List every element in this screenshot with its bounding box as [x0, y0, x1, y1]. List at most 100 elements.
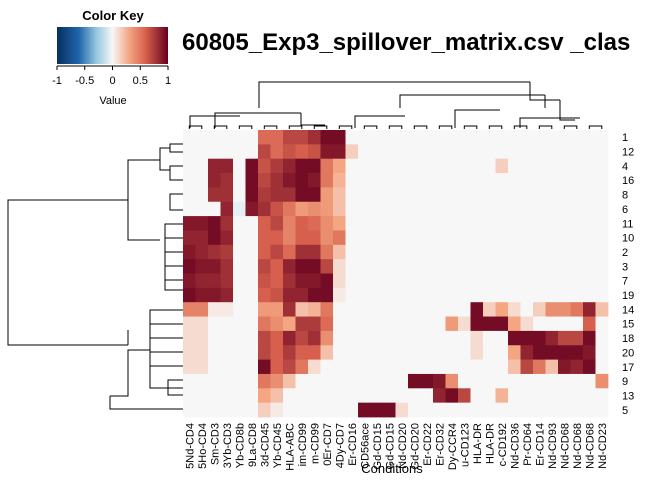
heatmap-cell	[458, 273, 471, 289]
heatmap-cell	[495, 244, 509, 260]
heatmap-cell	[345, 316, 359, 332]
row-labels: 1 12 4 16 8 6 11 10 2 3 7 19 14 15 18 20 17 9 13 5	[622, 132, 634, 417]
column-label: Sm-CD3	[209, 423, 221, 465]
heatmap-cell	[408, 316, 421, 332]
heatmap-cell	[395, 345, 409, 360]
heatmap-cell	[345, 359, 359, 375]
heatmap-cell	[295, 130, 309, 145]
heatmap-cell	[345, 216, 359, 231]
dendrogram-leaf	[388, 125, 403, 129]
heatmap-cell	[533, 388, 546, 404]
heatmap-cell	[595, 345, 609, 360]
heatmap-cell	[245, 316, 259, 332]
heatmap-cell	[395, 230, 409, 246]
heatmap-cell	[533, 302, 546, 317]
heatmap-cell	[508, 144, 521, 160]
column-label: Er-CD14	[534, 423, 546, 466]
heatmap-cell	[495, 316, 509, 332]
heatmap-cell	[295, 330, 309, 346]
heatmap-cell	[533, 130, 546, 145]
dendrogram-leaf	[488, 125, 503, 129]
heatmap-cell	[233, 244, 246, 260]
heatmap-cell	[433, 230, 446, 246]
heatmap-cell	[208, 187, 221, 203]
heatmap-cell	[370, 259, 384, 274]
heatmap-cell	[270, 373, 284, 389]
heatmap-cell	[233, 359, 246, 375]
heatmap-cell	[420, 273, 434, 289]
heatmap-cell	[508, 201, 521, 217]
heatmap-cell	[258, 130, 271, 145]
heatmap-cell	[595, 373, 609, 389]
heatmap-cell	[533, 201, 546, 217]
row-label: 12	[622, 147, 634, 159]
heatmap-cell	[583, 130, 596, 145]
heatmap-cell	[433, 402, 446, 418]
heatmap-cell	[395, 201, 409, 217]
heatmap-cell	[283, 144, 296, 160]
heatmap-cell	[258, 359, 271, 375]
row-dendrogram	[7, 143, 183, 410]
column-label: Nd-CD36	[509, 423, 521, 469]
heatmap-cell	[370, 187, 384, 203]
heatmap-cell	[295, 359, 309, 375]
row-label: 3	[622, 261, 628, 273]
heatmap-cell	[195, 230, 209, 246]
row-label: 2	[622, 247, 628, 259]
heatmap-cell	[458, 302, 471, 317]
heatmap-cell	[220, 273, 234, 289]
column-dendrogram-leaves	[188, 125, 603, 129]
heatmap-cell	[370, 144, 384, 160]
column-label: Er-CD22	[422, 423, 434, 466]
heatmap-cell	[420, 402, 434, 418]
heatmap-cell	[545, 216, 559, 231]
heatmap-cell	[483, 345, 496, 360]
heatmap-cell	[445, 173, 459, 188]
heatmap-cell	[320, 330, 334, 346]
heatmap-cell	[220, 201, 234, 217]
heatmap-cell	[508, 302, 521, 317]
heatmap-cell	[520, 273, 534, 289]
heatmap-cell	[258, 287, 271, 303]
heatmap-cell	[358, 201, 371, 217]
heatmap-cell	[333, 144, 346, 160]
dendrogram-leaf	[413, 125, 428, 129]
heatmap-cell	[483, 402, 496, 418]
heatmap-cell	[458, 216, 471, 231]
heatmap-cell	[233, 158, 246, 174]
heatmap-cell	[183, 273, 196, 289]
heatmap-cell	[545, 130, 559, 145]
heatmap-cell	[308, 130, 321, 145]
heatmap-cell	[183, 187, 196, 203]
heatmap-cell	[233, 259, 246, 274]
heatmap-cell	[558, 345, 571, 360]
heatmap-cell	[370, 230, 384, 246]
heatmap-cell	[295, 201, 309, 217]
heatmap-cell	[458, 158, 471, 174]
heatmap-cell	[420, 130, 434, 145]
heatmap-cell	[570, 201, 584, 217]
column-label: Er-CD16	[347, 423, 359, 466]
heatmap-cell	[595, 130, 609, 145]
heatmap-cell	[570, 273, 584, 289]
heatmap-cell	[208, 259, 221, 274]
column-label: Gd-CD15	[384, 423, 396, 469]
heatmap-cell	[583, 316, 596, 332]
heatmap-cell	[595, 201, 609, 217]
heatmap-cell	[345, 259, 359, 274]
column-label: u-CD123	[459, 423, 471, 467]
heatmap-cell	[358, 259, 371, 274]
heatmap-cell	[545, 388, 559, 404]
heatmap-cell	[358, 359, 371, 375]
heatmap-cell	[458, 359, 471, 375]
heatmap-cell	[233, 345, 246, 360]
heatmap-cell	[383, 388, 396, 404]
heatmap-cell	[245, 330, 259, 346]
heatmap-cell	[458, 230, 471, 246]
heatmap-cell	[208, 373, 221, 389]
heatmap-cell	[558, 130, 571, 145]
heatmap-cell	[395, 216, 409, 231]
heatmap-cell	[408, 244, 421, 260]
heatmap-cell	[583, 244, 596, 260]
column-label: Pr-CD64	[522, 423, 534, 466]
